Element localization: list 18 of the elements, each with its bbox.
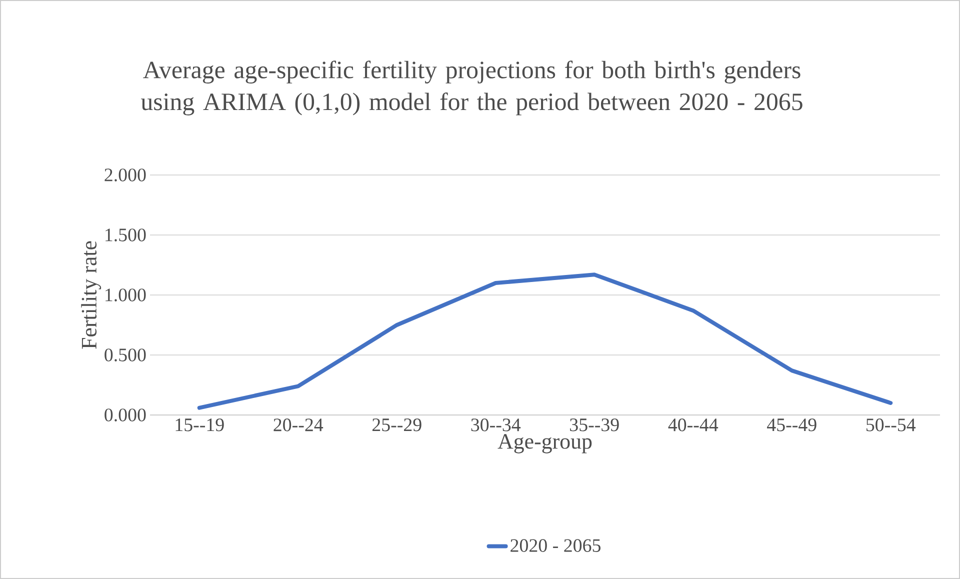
legend-label: 2020 - 2065 <box>510 539 600 552</box>
x-tick-label: 20--24 <box>274 418 324 432</box>
y-tick-label: 0.500 <box>104 348 146 362</box>
chart-title: Average age-specific fertility projections for both birth's genders using ARIMA (0,1,0) model for the period between 2020 - 2065 <box>141 60 802 116</box>
y-axis-title: Fertility rate <box>81 241 102 349</box>
x-tick-label: 30--34 <box>471 418 521 432</box>
x-tick-label: 35--39 <box>570 418 619 432</box>
x-tick-label: 50--54 <box>866 418 916 432</box>
x-tick-label: 15--19 <box>176 418 224 432</box>
y-tick-label: 2.000 <box>104 168 146 182</box>
x-axis-title: Age-group <box>498 434 592 454</box>
y-tick-label: 1.500 <box>106 228 146 242</box>
x-tick-label: 45--49 <box>767 418 816 432</box>
y-tick-label: 0.000 <box>104 408 146 422</box>
x-tick-label: 40--44 <box>668 418 718 432</box>
y-tick-label: 1.000 <box>106 288 146 302</box>
x-tick-label: 25--29 <box>372 418 422 432</box>
line-series <box>197 272 893 410</box>
